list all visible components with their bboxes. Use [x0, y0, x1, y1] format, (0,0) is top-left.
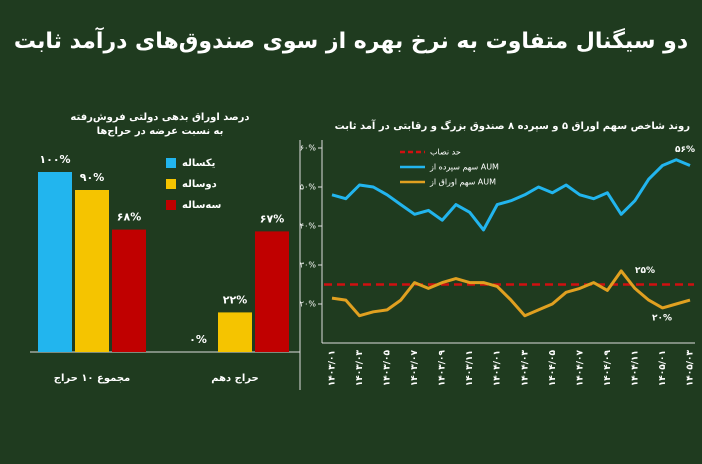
x-tick-label: ۱۴۰۴/۰۱ [493, 350, 503, 386]
legend-label: یکساله [182, 158, 216, 169]
annotation: ۲۵% [635, 266, 655, 276]
x-tick-label: ۱۴۰۳/۰۱ [328, 350, 338, 386]
x-tick-label: ۱۴۰۳/۰۹ [438, 349, 448, 386]
legend-swatch [166, 200, 176, 210]
line-chart-title: روند شاخص سهم اوراق ۵ و سپرده ۸ صندوق بز… [335, 119, 691, 132]
y-tick-label: ۶۰% [300, 144, 317, 153]
page-title: دو سیگنال متفاوت به نرخ بهره از سوی صندو… [14, 26, 688, 54]
x-tick-label: ۱۴۰۴/۰۷ [575, 349, 585, 386]
bar [218, 312, 252, 352]
x-tick-label: ۱۴۰۳/۰۵ [383, 349, 393, 386]
value-label: ۲۲% [223, 293, 247, 306]
annotation: ۲۰% [652, 314, 672, 324]
value-label: ۶۸% [117, 211, 141, 224]
legend-label: سه‌ساله [182, 200, 221, 211]
y-tick-label: ۴۰% [300, 222, 317, 231]
legend-swatch [166, 158, 176, 168]
legend-label: سهم اوراق از AUM [429, 178, 496, 187]
x-tick-label: ۱۴۰۴/۰۵ [548, 349, 558, 386]
x-tick-label: ۱۴۰۳/۰۷ [410, 349, 420, 386]
bar [112, 229, 146, 352]
series-line [331, 269, 691, 318]
y-tick-label: ۵۰% [300, 183, 317, 192]
value-label: ۶۷% [260, 212, 284, 225]
x-tick-label: ۱۴۰۳/۱۱ [465, 350, 475, 386]
y-tick-label: ۲۰% [300, 300, 317, 309]
legend-label: دوساله [182, 179, 217, 190]
value-label: ۱۰۰% [39, 153, 70, 166]
bar-chart-title: درصد اوراق بدهی دولتی فروش‌رفته [70, 112, 249, 123]
x-tick-label: ۱۴۰۵/۰۳ [686, 349, 696, 386]
annotation: ۵۶% [675, 145, 695, 155]
y-tick-label: ۳۰% [300, 261, 317, 270]
x-tick-label: ۱۴۰۳/۰۳ [355, 349, 365, 386]
x-tick-label: مجموع ۱۰ حراج [54, 373, 130, 384]
x-tick-label: ۱۴۰۵/۰۱ [658, 350, 668, 386]
bar [75, 190, 109, 352]
bar [255, 231, 289, 352]
x-tick-label: ۱۴۰۴/۱۱ [630, 350, 640, 386]
legend-swatch [166, 179, 176, 189]
x-tick-label: ۱۴۰۴/۰۹ [603, 349, 613, 386]
series-line [331, 158, 691, 232]
x-tick-label: ۱۴۰۴/۰۳ [520, 349, 530, 386]
bar-chart-subtitle: به نسبت عرضه در حراج‌ها [97, 126, 224, 137]
legend-label: حد نصاب [430, 148, 461, 157]
legend-label: سهم سپرده از AUM [429, 163, 499, 172]
x-tick-label: حراج دهم [211, 373, 258, 384]
value-label: ۰% [189, 333, 207, 346]
bar [38, 172, 72, 352]
value-label: ۹۰% [80, 171, 104, 184]
